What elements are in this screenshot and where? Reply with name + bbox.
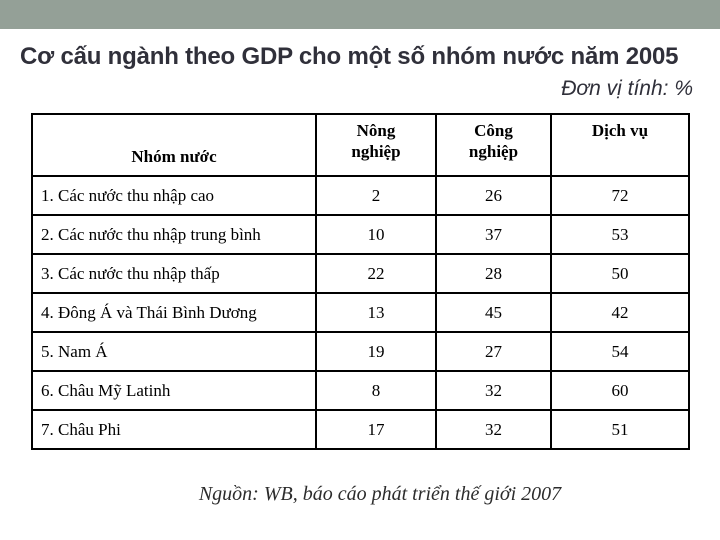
value-cell: 19 xyxy=(315,331,437,372)
value-cell: 45 xyxy=(435,292,552,333)
value-cell: 2 xyxy=(315,175,437,216)
table-row: 2. Các nước thu nhập trung bình 10 37 53 xyxy=(31,214,690,255)
row-label: 2. Các nước thu nhập trung bình xyxy=(31,214,317,255)
value-cell: 53 xyxy=(550,214,690,255)
column-header-cong-nghiep: Công nghiệp xyxy=(435,113,552,177)
value-cell: 8 xyxy=(315,370,437,411)
slide-accent-bar xyxy=(0,0,720,29)
source-note: Nguồn: WB, báo cáo phát triển thế giới 2… xyxy=(198,483,562,505)
row-label: 3. Các nước thu nhập thấp xyxy=(31,253,317,294)
value-cell: 54 xyxy=(550,331,690,372)
value-cell: 60 xyxy=(550,370,690,411)
table-row: 6. Châu Mỹ Latinh 8 32 60 xyxy=(31,370,690,411)
slide-title: Cơ cấu ngành theo GDP cho một số nhóm nư… xyxy=(20,43,679,70)
table-row: 4. Đông Á và Thái Bình Dương 13 45 42 xyxy=(31,292,690,333)
value-cell: 13 xyxy=(315,292,437,333)
value-cell: 72 xyxy=(550,175,690,216)
value-cell: 17 xyxy=(315,409,437,450)
value-cell: 50 xyxy=(550,253,690,294)
column-header-nong-nghiep: Nông nghiệp xyxy=(315,113,437,177)
row-label: 1. Các nước thu nhập cao xyxy=(31,175,317,216)
row-label: 6. Châu Mỹ Latinh xyxy=(31,370,317,411)
value-cell: 32 xyxy=(435,409,552,450)
table-row: 7. Châu Phi 17 32 51 xyxy=(31,409,690,450)
unit-note: Đơn vị tính: % xyxy=(561,77,693,100)
value-cell: 37 xyxy=(435,214,552,255)
value-cell: 51 xyxy=(550,409,690,450)
row-label: 7. Châu Phi xyxy=(31,409,317,450)
value-cell: 42 xyxy=(550,292,690,333)
gdp-structure-table: Nhóm nước Nông nghiệp Công nghiệp Dịch v… xyxy=(31,113,690,450)
value-cell: 28 xyxy=(435,253,552,294)
value-cell: 32 xyxy=(435,370,552,411)
table-row: 5. Nam Á 19 27 54 xyxy=(31,331,690,372)
row-label: 5. Nam Á xyxy=(31,331,317,372)
value-cell: 27 xyxy=(435,331,552,372)
table-row: 1. Các nước thu nhập cao 2 26 72 xyxy=(31,175,690,216)
table-header-row: Nhóm nước Nông nghiệp Công nghiệp Dịch v… xyxy=(31,113,690,177)
row-label: 4. Đông Á và Thái Bình Dương xyxy=(31,292,317,333)
table-row: 3. Các nước thu nhập thấp 22 28 50 xyxy=(31,253,690,294)
column-header-nhom-nuoc: Nhóm nước xyxy=(31,113,317,177)
value-cell: 10 xyxy=(315,214,437,255)
value-cell: 26 xyxy=(435,175,552,216)
value-cell: 22 xyxy=(315,253,437,294)
column-header-dich-vu: Dịch vụ xyxy=(550,113,690,177)
